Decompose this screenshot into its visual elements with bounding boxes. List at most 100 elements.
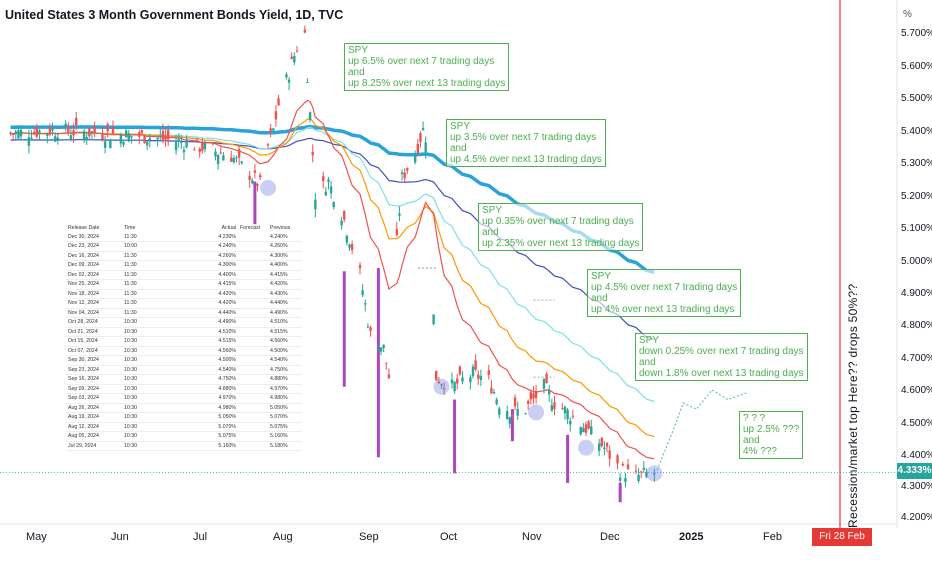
candle-body (85, 136, 88, 140)
candle-body (343, 211, 346, 220)
candle-body (461, 377, 464, 382)
candle-body (195, 138, 199, 140)
candle-body (156, 137, 159, 140)
candle-body (145, 141, 149, 146)
table-cell: 4.880% (268, 374, 302, 385)
annotation-note[interactable]: SPY up 6.5% over next 7 trading days and… (344, 43, 510, 91)
price-unit-label: % (903, 9, 912, 20)
candle-body (106, 124, 109, 132)
table-cell: 5.070% (268, 412, 302, 423)
candle-body (361, 290, 364, 296)
candle-body (109, 139, 112, 149)
candle-body (534, 390, 538, 399)
annotation-note[interactable]: SPY up 3.5% over next 7 trading days and… (446, 119, 606, 167)
table-cell (238, 298, 268, 309)
price-tick: 5.700% (901, 28, 932, 39)
table-row: Oct 15, 2024 10:30 4.515% 4.560% (66, 336, 302, 347)
candle-body (498, 408, 501, 415)
chart[interactable] (0, 0, 932, 550)
table-cell: Jul 29, 2024 (66, 441, 122, 451)
candle-body (340, 220, 343, 226)
price-tick: 4.800% (901, 320, 932, 331)
candle-body (56, 137, 60, 140)
candle-body (366, 326, 370, 328)
candle-body (358, 264, 362, 269)
candle-body (140, 130, 144, 133)
candle-body (653, 472, 656, 475)
table-cell: 11:30 (122, 308, 206, 318)
table-cell: 10:30 (122, 317, 206, 328)
time-tick: May (26, 531, 47, 543)
marker-bars (253, 181, 622, 503)
table-row: Jul 29, 2024 10:30 5.160% 5.180% (66, 441, 302, 451)
candle-body (403, 172, 406, 179)
table-cell: Oct 21, 2024 (66, 327, 122, 337)
table-row: Oct 07, 2024 10:30 4.560% 4.500% (66, 346, 302, 356)
candle-body (266, 144, 270, 146)
table-row: Dec 09, 2024 11:30 4.300% 4.400% (66, 260, 302, 271)
candle-body (532, 393, 535, 399)
table-cell: 4.260% (268, 241, 302, 252)
candle-body (251, 180, 254, 184)
table-row: Dec 30, 2024 11:30 4.230% 4.240% (66, 232, 302, 242)
candle-body (103, 141, 107, 148)
table-cell: Dec 30, 2024 (66, 232, 122, 242)
price-tick: 5.400% (901, 126, 932, 137)
table-cell: 4.750% (268, 365, 302, 375)
candle-body (272, 128, 275, 131)
candle-body (369, 327, 372, 331)
candle-body (11, 133, 15, 135)
annotation-note[interactable]: SPY up 4.5% over next 7 trading days and… (587, 269, 742, 317)
candle-body (324, 191, 328, 196)
candle-body (419, 133, 422, 142)
candle-body (524, 413, 527, 415)
annotation-note[interactable]: SPY up 0.35% over next 7 trading days an… (478, 203, 644, 251)
candle-body (634, 470, 638, 472)
annotation-note[interactable]: SPY down 0.25% over next 7 trading days … (635, 333, 808, 381)
candle-body (269, 128, 272, 133)
price-tick: 5.500% (901, 93, 932, 104)
candle-body (398, 213, 401, 216)
table-cell: 4.490% (206, 317, 238, 328)
table-cell: 4.420% (206, 289, 238, 299)
table-row: Sep 30, 2024 10:30 4.500% 4.540% (66, 355, 302, 366)
table-row: Aug 19, 2024 10:30 5.050% 5.070% (66, 412, 302, 423)
chart-plot[interactable] (0, 0, 932, 550)
table-cell: Sep 03, 2024 (66, 393, 122, 404)
candle-body (143, 135, 146, 144)
table-cell: 10:00 (122, 241, 206, 252)
candle-body (516, 408, 519, 416)
time-tick: Oct (440, 531, 458, 543)
candlestick-series[interactable] (9, 25, 656, 488)
candle-body (222, 155, 225, 161)
table-cell: 4.970% (268, 384, 302, 394)
table-cell: 4.540% (268, 355, 302, 366)
annotation-note[interactable]: ? ? ? up 2.5% ??? and 4% ??? (739, 411, 804, 459)
table-cell: 5.075% (268, 422, 302, 432)
time-tick: 2025 (679, 531, 704, 543)
candle-body (456, 378, 459, 384)
candle-body (322, 176, 325, 182)
candle-body (69, 135, 73, 141)
column-header: Forecast (240, 225, 261, 232)
table-cell (238, 289, 268, 299)
candle-body (235, 157, 238, 159)
candle-body (17, 130, 20, 139)
candle-body (440, 384, 443, 386)
candle-body (90, 131, 94, 133)
candle-body (529, 392, 533, 400)
time-tick: Feb (763, 531, 782, 543)
table-cell: Oct 28, 2024 (66, 317, 122, 328)
candle-body (345, 235, 349, 243)
price-tick: 4.900% (901, 288, 932, 299)
candle-body (48, 127, 52, 135)
candle-body (201, 142, 204, 151)
vertical-annotation[interactable]: Recession/market top Here?? drops 50%?? (846, 283, 860, 529)
candle-body (621, 464, 624, 466)
candle-body (182, 149, 186, 153)
table-cell: 4.500% (206, 355, 238, 366)
candle-body (237, 148, 241, 158)
table-cell: 10:30 (122, 384, 206, 394)
table-cell: Dec 16, 2024 (66, 251, 122, 261)
candle-body (387, 374, 391, 379)
